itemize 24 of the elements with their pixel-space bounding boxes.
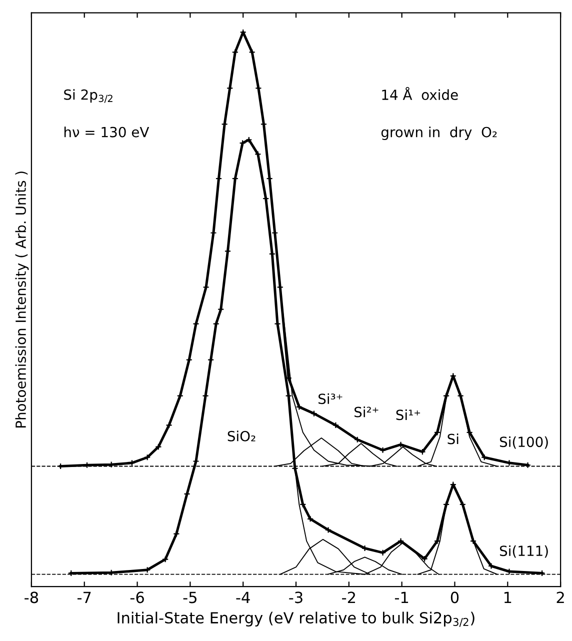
- x-tick-label: -3: [289, 592, 302, 604]
- annotation: 14 Å oxide: [382, 86, 458, 100]
- x-tick-label: -1: [394, 592, 408, 603]
- x-tick-label: -6: [130, 592, 144, 604]
- annotation: SiO₂: [228, 430, 256, 442]
- annotation: grown in dry O₂: [381, 126, 497, 140]
- x-axis-title: Initial-State Energy (eV relative to bulk Si2p$_{3/2}$): [118, 612, 474, 627]
- annotation: Si³⁺: [318, 393, 342, 404]
- annotation: Si²⁺: [354, 406, 378, 418]
- x-tick-label: 1: [504, 592, 512, 603]
- annotation: Si(111): [500, 545, 548, 558]
- x-tick-label: 2: [556, 592, 564, 603]
- x-tick-label: -8: [24, 592, 38, 604]
- x-tick-label: -7: [78, 592, 91, 603]
- annotation: Si(100): [500, 436, 548, 449]
- x-tick-label: -2: [342, 592, 356, 603]
- annotation: Si 2p$_{3/2}$: [64, 89, 112, 103]
- x-tick-label: 0: [450, 592, 459, 604]
- x-tick-label: -4: [236, 592, 250, 603]
- annotation: Si¹⁺: [396, 409, 420, 420]
- annotation: hν = 130 eV: [64, 126, 150, 138]
- annotation: Si: [448, 434, 458, 444]
- y-axis-title: Photoemission Intensity ( Arb. Units ): [15, 172, 29, 428]
- x-tick-label: -5: [183, 592, 196, 604]
